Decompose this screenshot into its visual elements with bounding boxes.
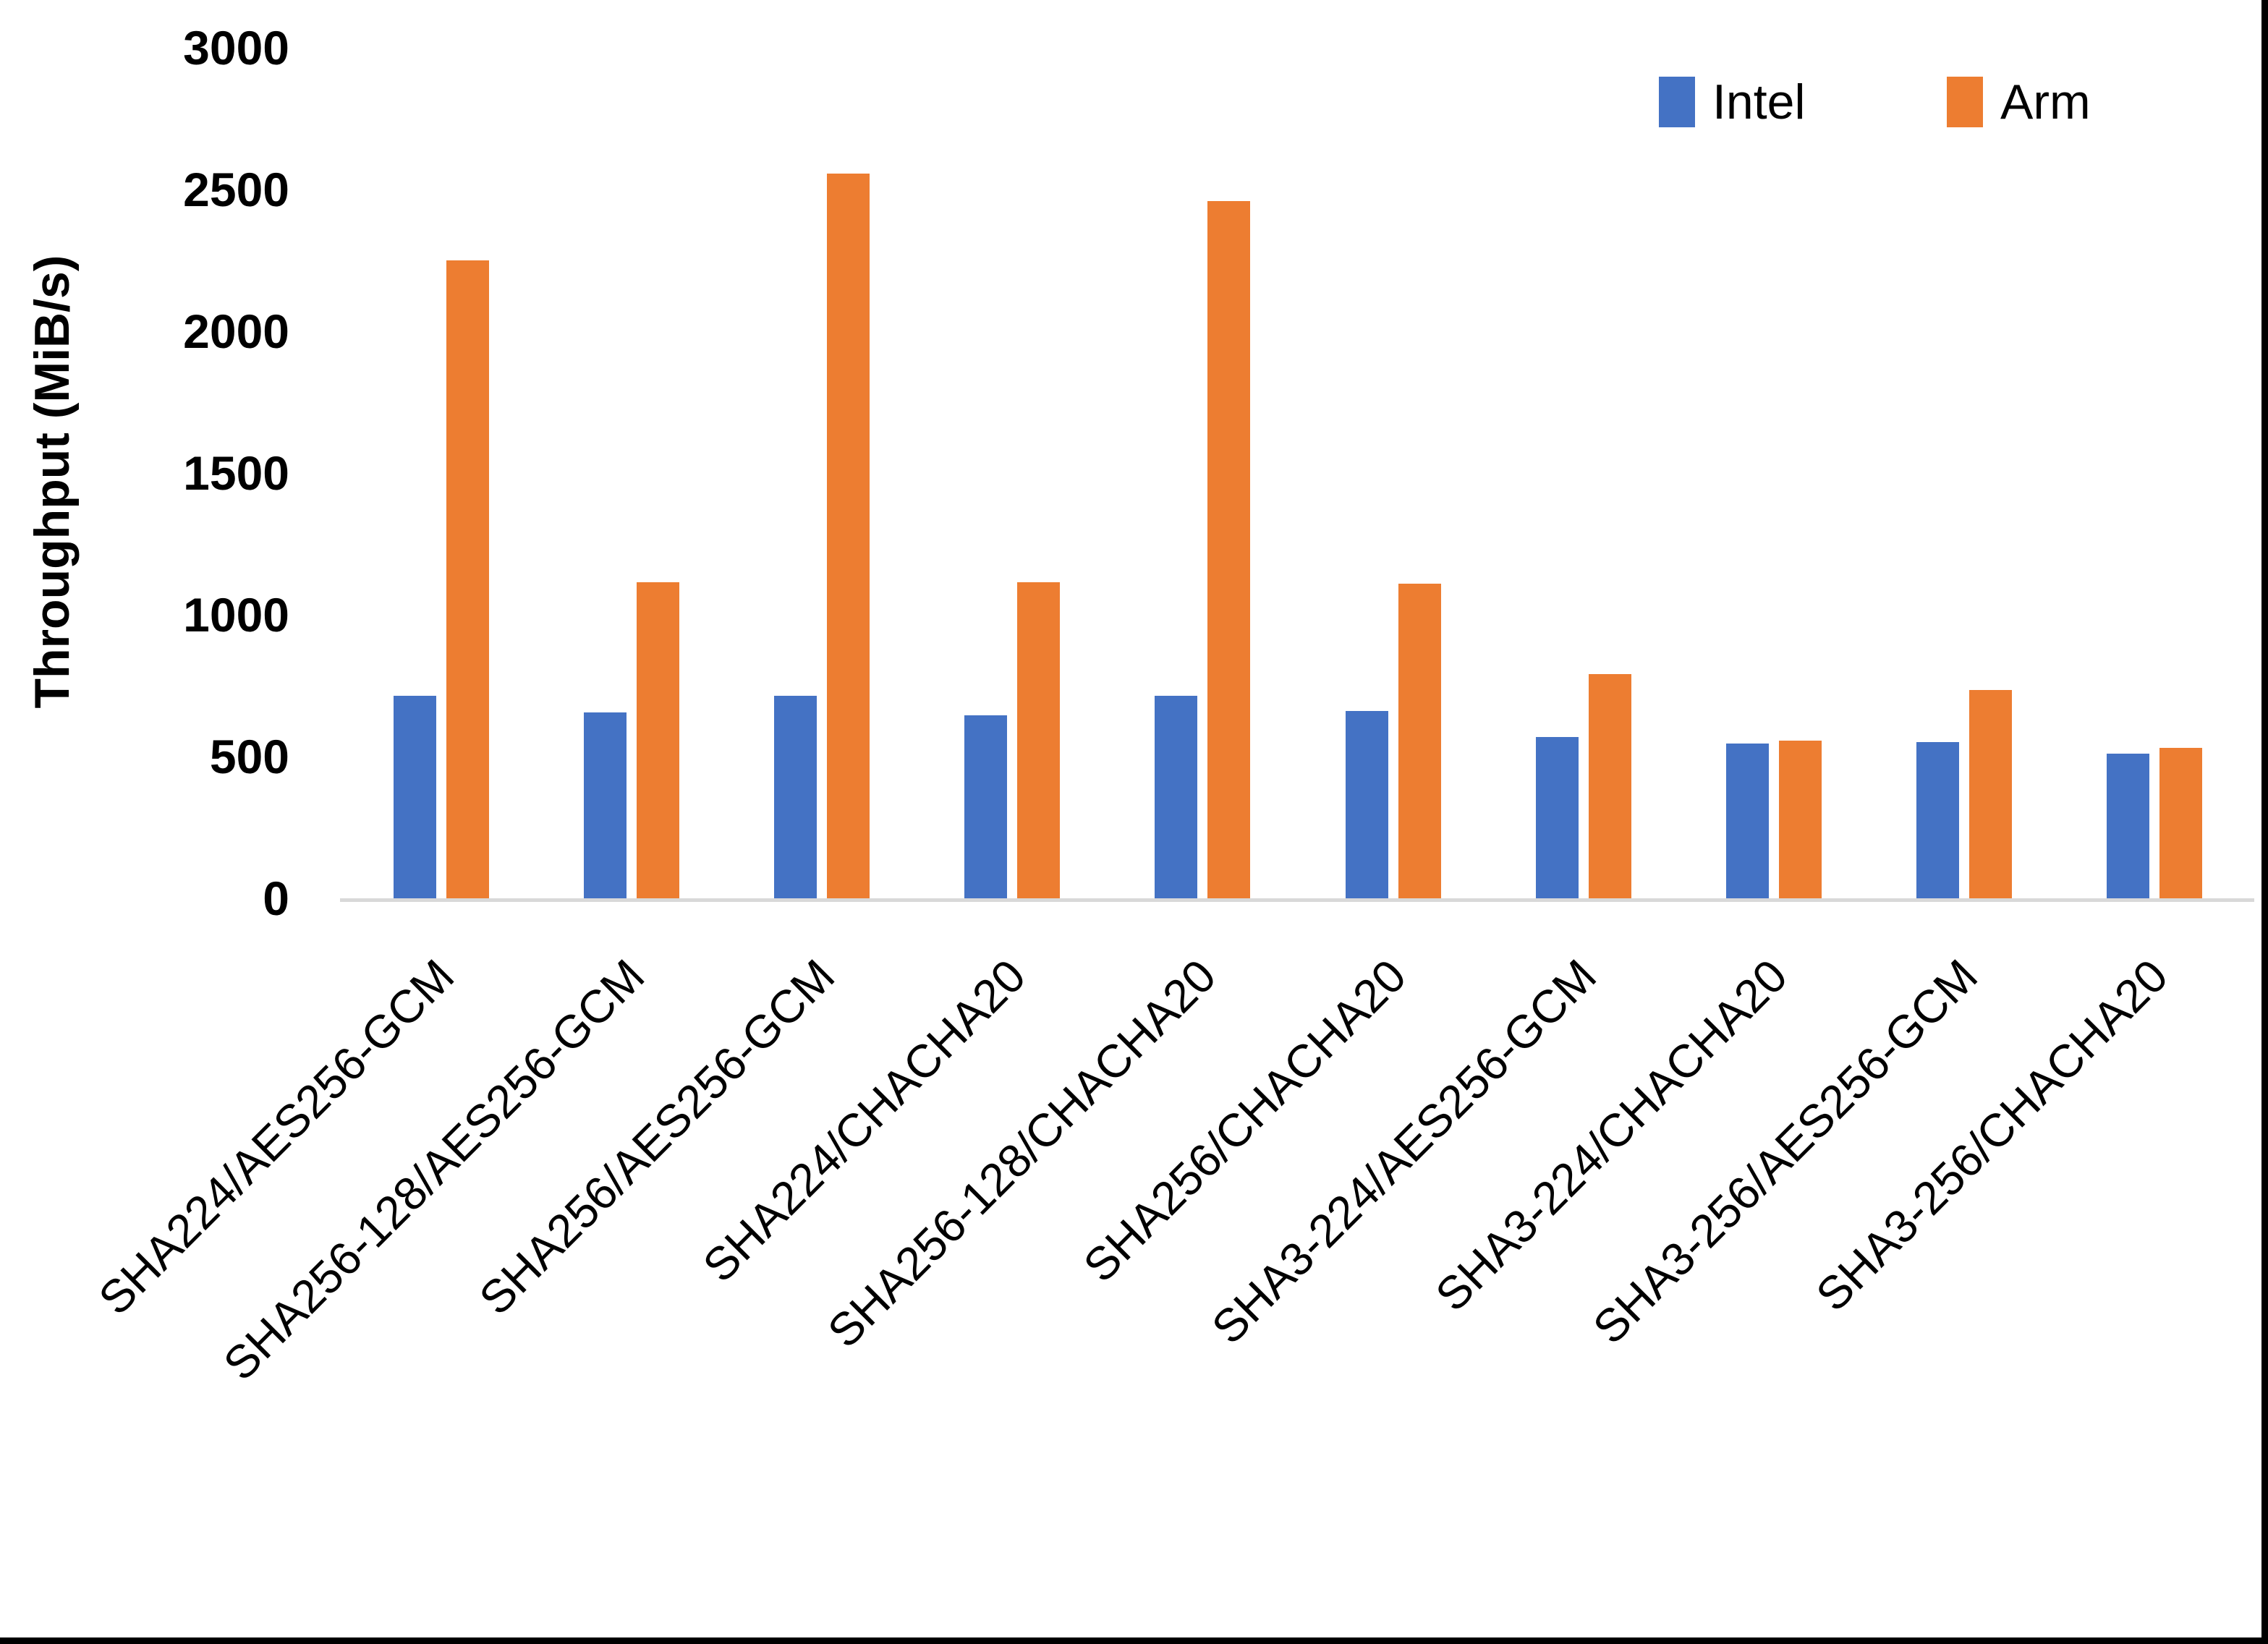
- bar-intel-5: [1155, 695, 1198, 898]
- bar-intel-9: [1916, 742, 1960, 898]
- figure-border-right: [2261, 0, 2268, 1644]
- bar-arm-4: [1017, 582, 1061, 898]
- bar-arm-2: [636, 582, 679, 898]
- x-axis-line: [340, 898, 2254, 902]
- x-category-label-9: SHA3-256/AES256-GCM: [1582, 949, 1987, 1354]
- bar-intel-4: [964, 715, 1008, 898]
- bar-arm-1: [446, 260, 489, 898]
- bar-arm-9: [1969, 689, 2013, 898]
- bar-arm-5: [1207, 200, 1251, 898]
- y-tick-label-2000: 2000: [183, 304, 289, 358]
- bar-arm-8: [1779, 741, 1822, 898]
- x-category-label-3: SHA256/AES256-GCM: [469, 949, 845, 1325]
- y-tick-label-500: 500: [209, 730, 289, 783]
- legend-item-arm: Arm: [1947, 74, 2091, 129]
- bar-arm-7: [1588, 674, 1631, 898]
- x-category-label-10: SHA3-256/CHACHA20: [1806, 949, 2178, 1321]
- bar-intel-8: [1726, 744, 1769, 898]
- bar-arm-10: [2159, 748, 2203, 898]
- bar-intel-6: [1345, 711, 1388, 898]
- figure-border-bottom: [0, 1637, 2268, 1644]
- bar-arm-3: [827, 174, 870, 898]
- legend-swatch-arm-icon: [1947, 77, 1983, 127]
- y-tick-label-1500: 1500: [183, 446, 289, 500]
- y-tick-label-0: 0: [263, 872, 289, 925]
- x-category-label-6: SHA256/CHACHA20: [1073, 949, 1417, 1292]
- x-category-label-1: SHA224/AES256-GCM: [88, 949, 464, 1325]
- x-category-label-4: SHA224/CHACHA20: [692, 949, 1035, 1292]
- bar-intel-2: [583, 712, 627, 898]
- bar-intel-7: [1535, 736, 1579, 898]
- x-category-label-7: SHA3-224/AES256-GCM: [1202, 949, 1607, 1354]
- bar-intel-3: [774, 695, 817, 898]
- legend-swatch-intel-icon: [1659, 77, 1695, 127]
- bar-intel-10: [2107, 754, 2150, 898]
- bar-arm-6: [1398, 583, 1441, 898]
- y-tick-label-2500: 2500: [183, 163, 289, 216]
- y-tick-label-3000: 3000: [183, 21, 289, 74]
- legend-item-intel: Intel: [1659, 74, 1806, 129]
- x-category-label-8: SHA3-224/CHACHA20: [1424, 949, 1797, 1321]
- legend-label-arm: Arm: [2000, 74, 2091, 129]
- y-tick-label-1000: 1000: [183, 588, 289, 642]
- legend-label-intel: Intel: [1712, 74, 1806, 129]
- x-category-label-5: SHA256-128/CHACHA20: [817, 949, 1226, 1358]
- bar-intel-1: [393, 695, 436, 898]
